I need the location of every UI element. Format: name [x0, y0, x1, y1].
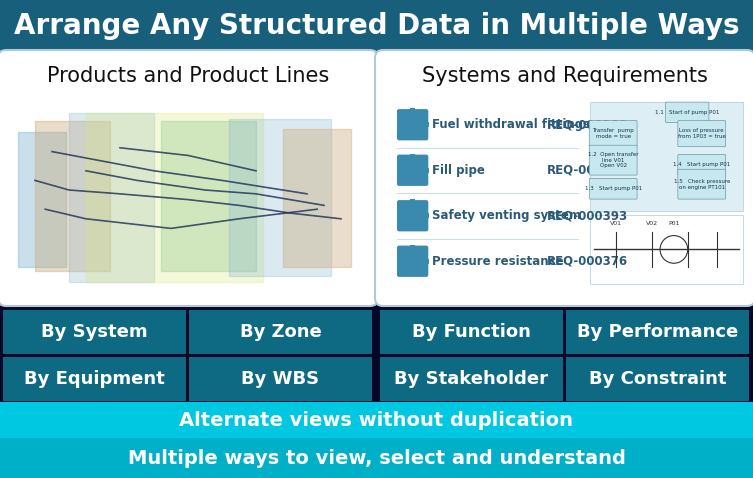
Bar: [3, 357, 186, 401]
Bar: [18, 132, 66, 267]
Bar: [566, 310, 749, 354]
Text: By WBS: By WBS: [242, 370, 319, 388]
Text: 1.3   Start pump P01: 1.3 Start pump P01: [584, 186, 642, 191]
Text: By Stakeholder: By Stakeholder: [395, 370, 548, 388]
Bar: [424, 213, 429, 218]
FancyBboxPatch shape: [397, 109, 428, 141]
Bar: [189, 310, 372, 354]
Text: Arrange Any Structured Data in Multiple Ways: Arrange Any Structured Data in Multiple …: [14, 12, 739, 40]
Text: Multiple ways to view, select and understand: Multiple ways to view, select and unders…: [127, 448, 626, 467]
FancyBboxPatch shape: [0, 50, 378, 306]
Bar: [410, 154, 416, 159]
Text: V02: V02: [646, 221, 658, 226]
Bar: [69, 113, 154, 282]
Bar: [161, 121, 256, 271]
Text: By Performance: By Performance: [577, 323, 738, 341]
FancyBboxPatch shape: [397, 154, 428, 186]
FancyBboxPatch shape: [590, 178, 637, 199]
Text: Loss of pressure
from 1P03 = true: Loss of pressure from 1P03 = true: [678, 128, 726, 139]
Text: REQ-000393: REQ-000393: [547, 209, 629, 222]
Bar: [86, 113, 263, 282]
Text: Safety venting system: Safety venting system: [432, 209, 581, 222]
Bar: [590, 215, 743, 284]
Bar: [189, 357, 372, 401]
Text: REQ-000388: REQ-000388: [547, 118, 629, 131]
Text: P01: P01: [668, 221, 679, 226]
FancyBboxPatch shape: [397, 246, 428, 277]
Bar: [0, 0, 753, 52]
Bar: [410, 199, 416, 205]
Text: By Constraint: By Constraint: [589, 370, 726, 388]
Text: REQ-000376: REQ-000376: [547, 255, 629, 268]
Bar: [3, 310, 186, 354]
Bar: [566, 357, 749, 401]
Bar: [380, 357, 563, 401]
FancyBboxPatch shape: [678, 169, 726, 199]
Text: Fill pipe: Fill pipe: [432, 164, 485, 177]
Bar: [590, 102, 743, 211]
FancyBboxPatch shape: [375, 50, 753, 306]
Text: Pressure resistance: Pressure resistance: [432, 255, 564, 268]
Text: 1.1   Start of pump P01: 1.1 Start of pump P01: [655, 110, 719, 115]
Text: By System: By System: [41, 323, 148, 341]
Text: By Function: By Function: [412, 323, 531, 341]
FancyBboxPatch shape: [678, 120, 726, 147]
Text: Systems and Requirements: Systems and Requirements: [422, 66, 708, 86]
FancyBboxPatch shape: [678, 154, 726, 175]
Bar: [410, 109, 416, 114]
Bar: [229, 119, 331, 276]
Text: Fuel withdrawal fittings: Fuel withdrawal fittings: [432, 118, 590, 131]
Bar: [410, 245, 416, 250]
Bar: [0, 438, 753, 478]
Bar: [424, 167, 429, 173]
Text: Transfer  pump
mode = true: Transfer pump mode = true: [593, 128, 634, 139]
Text: By Equipment: By Equipment: [24, 370, 165, 388]
Text: 1.2  Open transfer
line V01
Open V02: 1.2 Open transfer line V01 Open V02: [588, 152, 639, 168]
Text: 1.5   Check pressure
on engine PT101: 1.5 Check pressure on engine PT101: [674, 179, 730, 190]
Bar: [0, 402, 753, 438]
Text: Products and Product Lines: Products and Product Lines: [47, 66, 329, 86]
Text: 1.4   Start pump P01: 1.4 Start pump P01: [673, 163, 730, 167]
FancyBboxPatch shape: [590, 120, 637, 147]
Bar: [35, 121, 110, 271]
Bar: [424, 122, 429, 128]
FancyBboxPatch shape: [666, 102, 709, 123]
Bar: [283, 129, 351, 267]
Bar: [424, 259, 429, 264]
FancyBboxPatch shape: [590, 145, 637, 175]
Text: Alternate views without duplication: Alternate views without duplication: [179, 411, 574, 430]
FancyBboxPatch shape: [397, 200, 428, 231]
Text: REQ-000375: REQ-000375: [547, 164, 629, 177]
Text: V01: V01: [610, 221, 622, 226]
Text: By Zone: By Zone: [239, 323, 322, 341]
Bar: [380, 310, 563, 354]
